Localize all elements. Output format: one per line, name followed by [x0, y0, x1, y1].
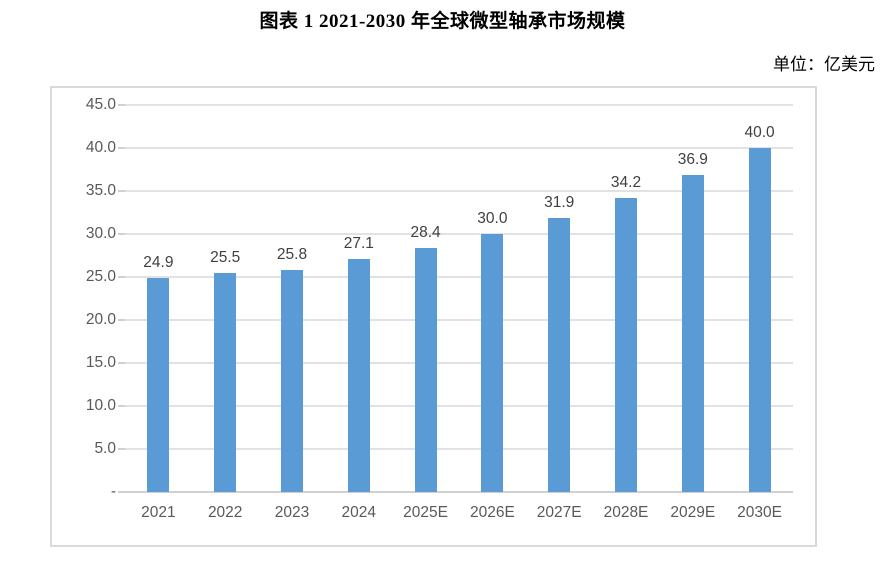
- bar-2021: [147, 277, 170, 492]
- y-axis-tick-label: 35.0: [85, 182, 116, 199]
- y-axis-tick-label: 5.0: [94, 440, 116, 457]
- x-axis-line: [125, 491, 793, 493]
- bar-value-label: 28.4: [410, 223, 441, 241]
- y-axis-tick-label: 30.0: [85, 225, 116, 242]
- bar-value-label: 25.5: [210, 248, 241, 266]
- y-gridline: [125, 276, 793, 278]
- bar-value-label: 27.1: [343, 234, 374, 252]
- y-gridline: [125, 190, 793, 192]
- bar-2028E: [615, 197, 637, 492]
- bar-value-label: 24.9: [143, 253, 174, 271]
- bar-2030E: [748, 148, 771, 492]
- x-axis-category-label: 2029E: [670, 504, 716, 521]
- bar-2029E: [681, 174, 704, 492]
- y-axis-tick: [118, 190, 125, 192]
- y-axis-tick-label: 40.0: [85, 139, 116, 156]
- unit-label: 单位：亿美元: [773, 55, 875, 74]
- y-axis-tick-label: -: [110, 483, 116, 500]
- y-axis-tick-label: 45.0: [85, 96, 116, 113]
- bar-2026E: [481, 234, 504, 492]
- y-axis-tick-label: 15.0: [85, 354, 116, 371]
- bar-value-label: 25.8: [276, 246, 308, 264]
- y-gridline: [125, 104, 793, 106]
- x-axis-category-label: 2025E: [403, 504, 448, 521]
- y-axis-tick: [118, 362, 125, 364]
- y-axis-tick: [118, 147, 125, 149]
- bar-value-label: 36.9: [677, 150, 708, 168]
- x-axis-category-label: 2022: [207, 504, 243, 521]
- x-axis-category-label: 2026E: [469, 504, 515, 521]
- bar-value-label: 40.0: [744, 124, 775, 141]
- bar-value-label: 31.9: [544, 193, 575, 211]
- x-axis-category-label: 2023: [274, 504, 310, 521]
- y-gridline: [125, 362, 793, 364]
- x-axis-category-label: 2024: [341, 504, 377, 521]
- bar-2024: [347, 258, 370, 492]
- y-gridline: [125, 147, 793, 149]
- y-gridline: [125, 233, 793, 235]
- y-axis-tick: [118, 104, 125, 106]
- bar-2023: [281, 270, 303, 492]
- y-axis-tick: [118, 448, 125, 450]
- y-axis-tick-label: 25.0: [85, 268, 116, 285]
- x-axis-category-label: 2027E: [536, 504, 582, 521]
- y-axis-tick: [118, 319, 125, 321]
- y-gridline: [125, 319, 793, 321]
- bar-value-label: 30.0: [477, 210, 508, 227]
- x-axis-category-label: 2028E: [603, 504, 649, 521]
- bar-value-label: 34.2: [610, 173, 642, 191]
- x-axis-category-label: 2030E: [737, 504, 782, 521]
- bar-2022: [214, 272, 237, 492]
- y-axis-tick-label: 10.0: [85, 397, 116, 414]
- y-axis-tick: [118, 233, 125, 235]
- y-axis-tick: [118, 276, 125, 278]
- y-gridline: [125, 448, 793, 450]
- y-axis-tick: [118, 405, 125, 407]
- y-gridline: [125, 405, 793, 407]
- x-axis-category-label: 2021: [141, 504, 176, 521]
- bar-2025E: [414, 247, 437, 492]
- y-axis-tick: [118, 491, 125, 493]
- chart-title: 图表 1 2021-2030 年全球微型轴承市场规模: [259, 11, 626, 32]
- y-axis-tick-label: 20.0: [85, 311, 116, 328]
- bar-2027E: [548, 217, 571, 492]
